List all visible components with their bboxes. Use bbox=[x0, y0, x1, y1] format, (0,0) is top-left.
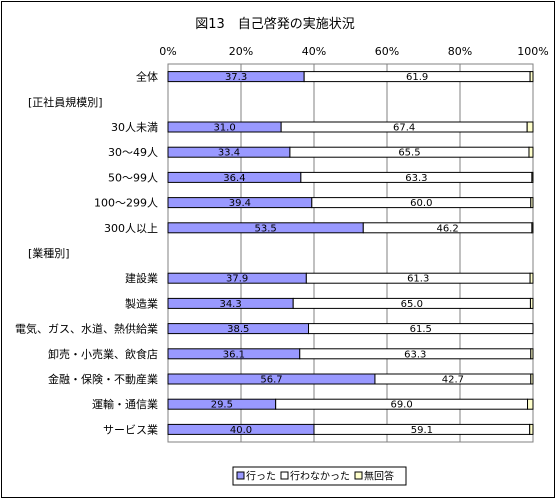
data-label: 61.3 bbox=[407, 274, 429, 285]
data-label: 31.0 bbox=[213, 123, 235, 134]
category-label: 30～49人 bbox=[108, 146, 158, 159]
data-label: 61.5 bbox=[410, 324, 432, 335]
x-tick-label: 60% bbox=[375, 45, 399, 58]
category-label: 金融・保険・不動産業 bbox=[48, 372, 158, 386]
category-label: 製造業 bbox=[125, 296, 158, 310]
data-label: 56.7 bbox=[260, 375, 282, 386]
data-label: 46.2 bbox=[436, 223, 458, 234]
data-label: 29.5 bbox=[211, 400, 233, 411]
data-label: 38.5 bbox=[227, 324, 249, 335]
bar-segment bbox=[530, 197, 534, 209]
x-axis-ticks: 0% 20% 40% 60% 80% 100% bbox=[159, 45, 548, 58]
category-label: 50～99人 bbox=[108, 171, 158, 184]
x-tick-label: 20% bbox=[229, 45, 253, 58]
data-label: 69.0 bbox=[390, 400, 412, 411]
category-label: 100～299人 bbox=[94, 197, 158, 210]
bar-segment bbox=[530, 373, 534, 385]
category-label: 300人以上 bbox=[104, 222, 158, 235]
data-label: 42.7 bbox=[442, 375, 464, 386]
data-label: 60.0 bbox=[410, 198, 432, 209]
x-tick-label: 80% bbox=[448, 45, 472, 58]
bar-segment bbox=[529, 297, 534, 309]
data-label: 37.9 bbox=[226, 274, 248, 285]
data-label: 67.4 bbox=[393, 123, 415, 134]
bar-segment bbox=[529, 272, 534, 284]
data-label: 39.4 bbox=[229, 198, 251, 209]
category-label: 卸売・小売業、飲食店 bbox=[48, 347, 158, 361]
legend-swatch bbox=[236, 471, 245, 480]
legend-entry: 行った bbox=[246, 470, 276, 483]
x-tick-label: 40% bbox=[302, 45, 326, 58]
chart-title: 図13 自己啓発の実施状況 bbox=[195, 16, 355, 32]
legend-entry: 行わなかった bbox=[290, 470, 350, 483]
bar-segment bbox=[526, 121, 534, 133]
data-label: 36.4 bbox=[223, 173, 245, 184]
legend-entry: 無回答 bbox=[364, 470, 394, 483]
category-label: 電気、ガス、水道、熱供給業 bbox=[15, 322, 158, 336]
data-label: 40.0 bbox=[230, 425, 252, 436]
group-header-label: [正社員規模別] bbox=[28, 95, 103, 109]
category-label: 運輸・通信業 bbox=[92, 397, 158, 411]
bar-segment bbox=[308, 323, 534, 335]
data-label: 65.5 bbox=[398, 148, 420, 159]
legend-swatch bbox=[280, 471, 289, 480]
category-label: 全体 bbox=[136, 70, 158, 84]
category-label: サービス業 bbox=[103, 423, 158, 436]
data-label: 59.1 bbox=[411, 425, 433, 436]
bar-segment bbox=[528, 146, 534, 158]
bar-series: 37.3 61.9 31.0 67.4 33.4 65.5 36.4 63.3 39.4 60.0… bbox=[167, 71, 534, 436]
bar-segment bbox=[531, 171, 534, 183]
bar-segment bbox=[531, 222, 534, 234]
data-label: 37.3 bbox=[225, 72, 247, 83]
category-label: 30人未満 bbox=[111, 121, 158, 134]
legend-box bbox=[232, 466, 407, 486]
bar-segment bbox=[529, 423, 534, 435]
bar-segment bbox=[530, 348, 534, 360]
group-header-label: [業種別] bbox=[28, 246, 70, 260]
data-label: 33.4 bbox=[218, 148, 240, 159]
data-label: 36.1 bbox=[223, 349, 245, 360]
bar-segment bbox=[529, 71, 534, 83]
x-tick-label: 0% bbox=[159, 45, 176, 58]
plot-area bbox=[167, 63, 534, 443]
x-tick-label: 100% bbox=[517, 45, 548, 58]
data-label: 63.3 bbox=[404, 349, 426, 360]
data-label: 63.3 bbox=[405, 173, 427, 184]
data-label: 61.9 bbox=[406, 72, 428, 83]
category-label: 建設業 bbox=[125, 271, 158, 285]
category-labels: 全体 [正社員規模別] 30人未満 30～49人 50～99人 100～299人 300人以… bbox=[15, 70, 158, 437]
legend: 行った 行わなかった 無回答 bbox=[232, 466, 407, 486]
data-label: 34.3 bbox=[219, 299, 241, 310]
data-label: 65.0 bbox=[401, 299, 423, 310]
data-label: 53.5 bbox=[255, 223, 277, 234]
bar-segment bbox=[527, 398, 534, 410]
legend-swatch bbox=[354, 471, 363, 480]
